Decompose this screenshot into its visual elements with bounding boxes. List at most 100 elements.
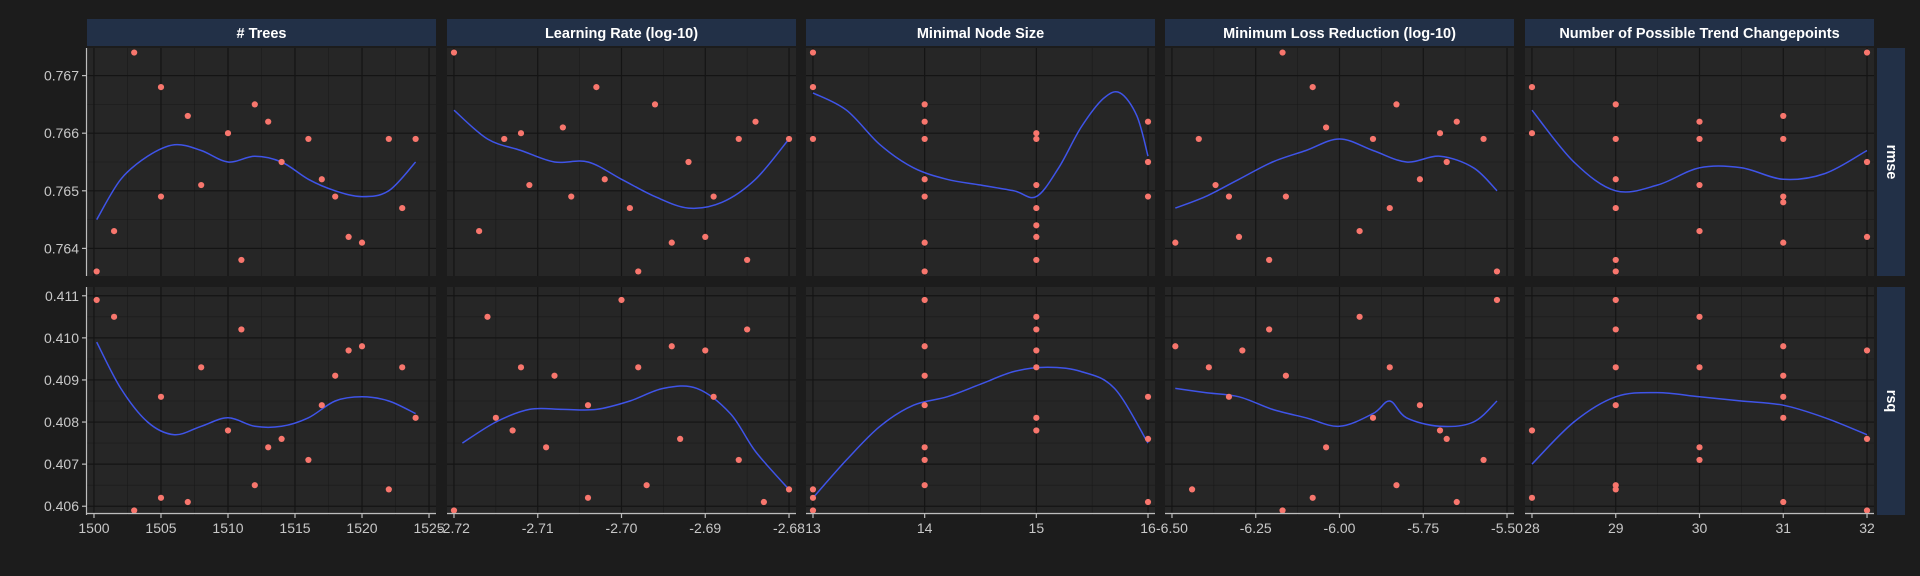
smooth-line <box>461 385 790 490</box>
x-tick-label: 16 <box>1140 520 1156 536</box>
data-point <box>1033 364 1040 371</box>
x-tick-label: 1515 <box>279 520 310 536</box>
data-point <box>1212 181 1219 189</box>
data-point <box>484 313 491 320</box>
row-strip-bg <box>1877 48 1905 276</box>
data-point <box>568 193 575 200</box>
x-tick-label: -6.50 <box>1156 520 1188 536</box>
data-point <box>809 486 817 493</box>
data-point <box>651 101 659 108</box>
smooth-line <box>96 143 417 220</box>
data-point <box>1612 268 1619 275</box>
data-point <box>1443 158 1450 166</box>
data-point <box>1309 494 1316 501</box>
data-point <box>412 135 419 143</box>
data-point <box>305 456 312 464</box>
facet-strip-label: Number of Possible Trend Changepoints <box>1559 26 1839 42</box>
data-point <box>1266 326 1273 333</box>
y-tick-label: 0.409 <box>44 372 79 388</box>
panel-rmse-5 <box>1525 48 1874 276</box>
x-tick-label: -5.75 <box>1407 520 1439 536</box>
data-point <box>1144 158 1152 166</box>
data-point <box>921 239 928 246</box>
facet-strip-4: Minimum Loss Reduction (log-10) <box>1165 19 1514 46</box>
panel-rmse-4 <box>1165 48 1514 276</box>
data-point <box>1416 402 1424 409</box>
data-point <box>399 364 406 371</box>
data-point <box>517 364 525 371</box>
data-point <box>1282 372 1289 379</box>
data-point <box>157 193 165 200</box>
x-tick-label: 1505 <box>145 520 176 536</box>
data-point <box>450 507 458 514</box>
data-point <box>1033 135 1040 143</box>
y-tick-label: 0.408 <box>44 414 79 430</box>
data-point <box>1612 176 1619 183</box>
data-point <box>1863 347 1871 354</box>
data-point <box>278 158 285 166</box>
y-tick-label: 0.767 <box>44 68 79 84</box>
y-tick-label: 0.407 <box>44 456 79 472</box>
row-strip-label: rmse <box>1883 145 1899 180</box>
data-point <box>1696 228 1703 235</box>
x-tick-label: 29 <box>1608 520 1624 536</box>
x-tick-label: 30 <box>1692 520 1708 536</box>
x-tick-label: -2.70 <box>606 520 638 536</box>
data-point <box>332 193 339 200</box>
smooth-line <box>1175 138 1498 209</box>
facet-strip-bg <box>447 19 796 46</box>
data-point <box>677 435 684 442</box>
data-point <box>238 256 245 264</box>
data-point <box>1144 118 1152 125</box>
smooth-line <box>1175 387 1498 428</box>
smooth-line <box>812 91 1149 199</box>
data-point <box>238 326 245 333</box>
data-point <box>1453 498 1460 506</box>
data-point <box>1480 456 1487 464</box>
data-point <box>1493 296 1501 304</box>
data-point <box>921 444 928 451</box>
data-point <box>265 444 272 451</box>
data-point <box>517 130 525 137</box>
data-point <box>358 343 366 350</box>
data-point <box>702 347 709 354</box>
data-point <box>1863 233 1871 240</box>
row-strip-rmse: rmse <box>1877 48 1905 276</box>
x-tick-label: 32 <box>1859 520 1875 536</box>
smooth-line <box>1531 109 1868 193</box>
smooth-line <box>1531 391 1868 465</box>
data-point <box>1356 313 1363 320</box>
data-point <box>668 343 675 350</box>
data-point <box>251 101 258 108</box>
data-point <box>1282 193 1289 200</box>
data-point <box>921 343 928 350</box>
data-point <box>1033 414 1040 421</box>
data-point <box>601 176 608 183</box>
data-point <box>1780 393 1787 400</box>
data-point <box>1033 326 1040 333</box>
data-point <box>251 482 258 489</box>
data-point <box>1696 444 1703 451</box>
data-point <box>785 486 793 493</box>
y-tick-label: 0.764 <box>44 240 79 256</box>
panel-rsq-1 <box>87 287 436 515</box>
x-tick-label: 31 <box>1775 520 1791 536</box>
data-point <box>1386 204 1393 212</box>
data-point <box>110 313 118 320</box>
x-axis-1: 1500 1505 1510 1515 1520 1525 <box>78 512 445 536</box>
data-point <box>1239 347 1246 354</box>
data-point <box>184 112 191 120</box>
data-point <box>1033 347 1040 354</box>
data-point <box>332 372 339 379</box>
data-point <box>1612 296 1619 304</box>
x-tick-label: -6.00 <box>1324 520 1356 536</box>
data-point <box>710 393 717 400</box>
data-point <box>1528 130 1536 137</box>
data-point <box>744 256 751 264</box>
data-point <box>345 347 352 354</box>
data-point <box>921 372 928 379</box>
data-point <box>1205 364 1212 371</box>
data-point <box>1386 364 1393 371</box>
data-point <box>1863 435 1871 442</box>
data-point <box>1780 414 1787 421</box>
